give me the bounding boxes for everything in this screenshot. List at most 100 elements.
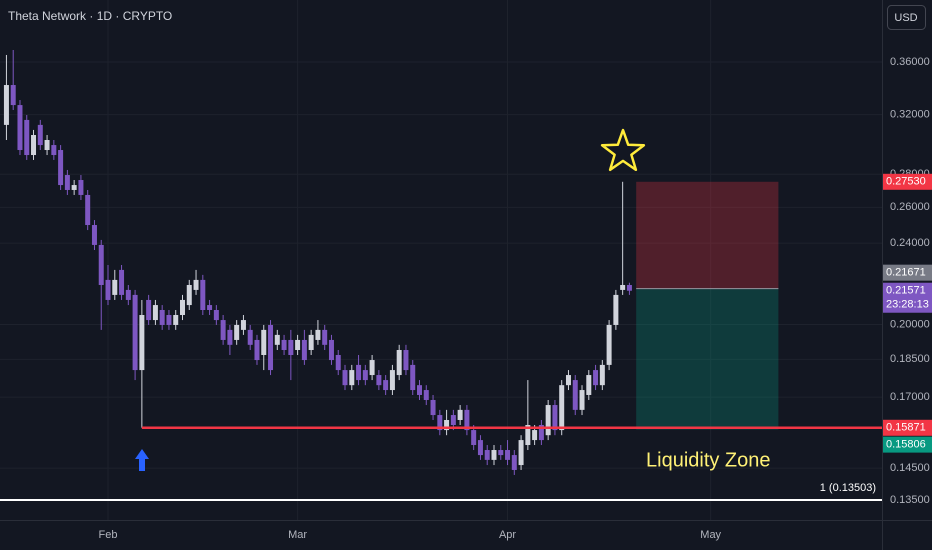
currency: USD bbox=[894, 12, 917, 24]
candle-body bbox=[17, 105, 23, 151]
candle-body bbox=[179, 299, 185, 316]
candle-body bbox=[112, 279, 118, 295]
y-tick-label: 0.32000 bbox=[890, 108, 930, 120]
position-zones bbox=[636, 181, 779, 430]
target-zone bbox=[636, 288, 779, 430]
candle-body bbox=[579, 390, 585, 410]
candle-body bbox=[288, 339, 294, 355]
candle-body bbox=[491, 450, 497, 460]
candle-body bbox=[139, 315, 145, 371]
candle-body bbox=[545, 405, 551, 436]
candle-body bbox=[105, 279, 111, 300]
candle-body bbox=[484, 450, 490, 460]
candle-body bbox=[213, 310, 219, 321]
annotation: Liquidity Zone bbox=[646, 449, 771, 471]
x-tick-label: May bbox=[700, 529, 721, 541]
candle-body bbox=[471, 430, 477, 446]
chart-title: Theta Network · 1D · CRYPTO bbox=[8, 9, 172, 23]
candle-body bbox=[403, 350, 409, 371]
y-tick-label: 0.13500 bbox=[890, 494, 930, 506]
price-axis: 0.360000.320000.280000.260000.240000.200… bbox=[99, 56, 930, 541]
arrow-up-icon bbox=[135, 449, 149, 471]
candle-body bbox=[51, 145, 57, 156]
candle-body bbox=[552, 405, 558, 431]
stop-zone bbox=[636, 181, 779, 289]
candle-body bbox=[450, 415, 456, 426]
candle-body bbox=[44, 140, 50, 151]
candle-body bbox=[362, 370, 368, 381]
candle-body bbox=[423, 390, 429, 400]
price-label: 0.15806 bbox=[886, 439, 926, 451]
candle-body bbox=[525, 425, 531, 446]
overlays: 1 (0.13503) Liquidity Zone bbox=[0, 426, 882, 501]
candle-body bbox=[58, 150, 64, 186]
y-tick-label: 0.17000 bbox=[890, 391, 930, 403]
candle-body bbox=[91, 225, 97, 245]
price-label-box bbox=[883, 419, 932, 436]
candle-body bbox=[261, 329, 267, 355]
candle-body bbox=[24, 119, 30, 156]
candle-body bbox=[125, 289, 131, 300]
price-label-box bbox=[883, 282, 932, 313]
candle-body bbox=[193, 279, 199, 290]
candle-body bbox=[166, 315, 172, 325]
candle-body bbox=[328, 339, 334, 361]
candle-body bbox=[505, 450, 511, 460]
candle-body bbox=[389, 370, 395, 391]
candle-body bbox=[295, 339, 301, 351]
candle-body bbox=[240, 320, 246, 330]
candle-body bbox=[281, 339, 287, 351]
candle-body bbox=[620, 284, 626, 290]
countdown: 23:28:13 bbox=[886, 299, 929, 311]
candle-body bbox=[444, 419, 450, 431]
price-label-box bbox=[883, 436, 932, 453]
candle-body bbox=[146, 299, 152, 321]
candle-body bbox=[200, 279, 206, 311]
candle-body bbox=[207, 305, 213, 311]
candle-body bbox=[119, 269, 125, 295]
candle-body bbox=[626, 284, 632, 291]
y-tick-label: 0.36000 bbox=[890, 56, 930, 68]
candle-body bbox=[538, 425, 544, 441]
candle-body bbox=[31, 135, 37, 156]
candle-body bbox=[152, 305, 158, 321]
candle-body bbox=[335, 354, 341, 371]
candle-body bbox=[410, 364, 416, 391]
candle-body bbox=[356, 364, 362, 381]
candle-body bbox=[349, 370, 355, 386]
price-label-box bbox=[883, 264, 932, 281]
candle-body bbox=[227, 329, 233, 345]
candle-body bbox=[85, 194, 91, 226]
candle-body bbox=[417, 385, 423, 395]
star-icon bbox=[600, 128, 646, 172]
candle-body bbox=[234, 324, 240, 340]
candle-body bbox=[511, 455, 517, 470]
currency-box bbox=[887, 5, 926, 30]
candle-body bbox=[78, 180, 84, 195]
x-tick-label: Feb bbox=[99, 529, 118, 541]
candle-body bbox=[559, 385, 565, 431]
candle-body bbox=[268, 324, 274, 371]
candle-body bbox=[247, 329, 253, 345]
candle-body bbox=[301, 339, 307, 361]
price-label: 0.21671 bbox=[886, 267, 926, 279]
candle-body bbox=[308, 334, 314, 351]
price-label: 0.27530 bbox=[886, 176, 926, 188]
x-tick-label: Apr bbox=[499, 529, 516, 541]
y-tick-label: 0.20000 bbox=[890, 318, 930, 330]
candle-body bbox=[173, 315, 179, 325]
candle-body bbox=[315, 329, 321, 340]
candle-body bbox=[532, 430, 538, 441]
candle-body bbox=[37, 124, 43, 146]
price-label: 0.15871 bbox=[886, 422, 926, 434]
candle-body bbox=[565, 375, 571, 386]
candle-body bbox=[430, 399, 436, 416]
candle-body bbox=[464, 409, 470, 431]
candle-body bbox=[383, 380, 389, 391]
x-tick-label: Mar bbox=[288, 529, 307, 541]
y-tick-label: 0.26000 bbox=[890, 201, 930, 213]
candle-body bbox=[274, 334, 280, 345]
candle-body bbox=[3, 85, 9, 125]
